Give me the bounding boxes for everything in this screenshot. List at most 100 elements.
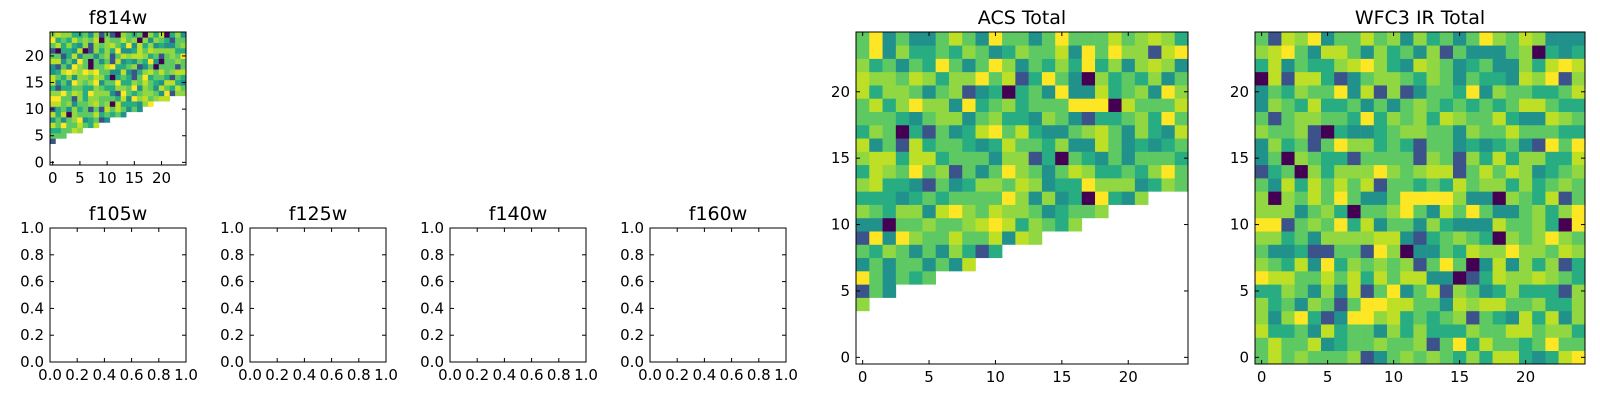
heatmap-cell	[1373, 257, 1388, 272]
heatmap-cell	[1545, 111, 1559, 126]
heatmap-cell	[142, 53, 149, 59]
heatmap-cell	[1558, 324, 1573, 338]
heatmap-cell	[1174, 71, 1189, 86]
heatmap-cell	[158, 85, 165, 91]
heatmap-cell	[1387, 217, 1401, 232]
heatmap-cell	[98, 74, 105, 81]
heatmap-cell	[1426, 284, 1441, 298]
heatmap-cell	[962, 85, 976, 99]
heatmap-cell	[55, 32, 62, 38]
heatmap-cell	[1426, 71, 1441, 86]
heatmap-cell	[962, 231, 976, 245]
heatmap-cell	[1426, 45, 1441, 59]
heatmap-cell	[66, 90, 73, 97]
heatmap-cell	[153, 37, 160, 43]
heatmap-cell	[55, 90, 62, 97]
heatmap-cell	[1413, 71, 1427, 86]
y-tick-label: 5	[1239, 282, 1249, 300]
heatmap-cell	[1439, 138, 1454, 152]
heatmap-cell	[180, 42, 187, 49]
heatmap-cell	[1268, 297, 1282, 312]
heatmap-cell	[88, 32, 94, 38]
heatmap-cell	[1068, 111, 1083, 126]
heatmap-cell	[988, 231, 1003, 245]
heatmap-cell	[115, 106, 122, 113]
y-tick-label: 0.8	[420, 246, 444, 264]
heatmap-cell	[882, 217, 897, 232]
heatmap-cell	[1121, 98, 1136, 112]
heatmap-cell	[71, 127, 78, 134]
heatmap-cell	[922, 151, 936, 166]
heatmap-cell	[1360, 151, 1375, 166]
heatmap-cell	[60, 133, 67, 139]
heatmap-cell	[88, 101, 94, 107]
heatmap-cell	[1095, 45, 1109, 59]
heatmap-cell	[153, 32, 160, 38]
heatmap-cell	[169, 53, 176, 59]
heatmap-cell	[1174, 164, 1189, 179]
heatmap-cell	[1466, 164, 1480, 179]
heatmap-cell	[1505, 204, 1520, 219]
heatmap-cell	[948, 178, 963, 192]
y-tick-label: 0.4	[220, 299, 244, 317]
heatmap-cell	[1479, 310, 1493, 325]
heatmap-cell	[935, 124, 950, 139]
heatmap-cell	[1255, 138, 1269, 152]
heatmap-cell	[1307, 98, 1322, 112]
panel-title: f160w	[689, 203, 748, 225]
heatmap-cell	[1571, 164, 1586, 179]
heatmap-cell	[962, 151, 976, 166]
heatmap-cell	[1413, 257, 1427, 272]
heatmap-cell	[1505, 138, 1520, 152]
heatmap-cell	[856, 244, 870, 259]
heatmap-cell	[1174, 151, 1189, 166]
heatmap-cell	[1334, 284, 1348, 298]
heatmap-cell	[1148, 32, 1162, 46]
heatmap-cell	[66, 53, 73, 59]
heatmap-cell	[1347, 271, 1361, 285]
heatmap-cell	[1439, 164, 1454, 179]
heatmap-cell	[1068, 178, 1083, 192]
heatmap-cell	[55, 74, 62, 81]
heatmap-cell	[1268, 71, 1282, 86]
heatmap-cell	[1532, 71, 1546, 86]
heatmap-cell	[88, 69, 94, 75]
y-tick-label: 1.0	[20, 219, 44, 237]
heatmap-cell	[153, 42, 160, 49]
heatmap-cell	[1347, 284, 1361, 298]
heatmap-cell	[120, 53, 127, 59]
heatmap-cell	[71, 42, 78, 49]
heatmap-cell	[1387, 284, 1401, 298]
heatmap-cell	[1532, 58, 1546, 73]
heatmap-cell	[895, 217, 910, 232]
heatmap-cell	[935, 45, 950, 59]
heatmap-cell	[180, 90, 187, 97]
heatmap-cell	[169, 32, 176, 38]
heatmap-cell	[93, 58, 100, 65]
heatmap-cell	[1121, 85, 1136, 99]
heatmap-cell	[1413, 98, 1427, 112]
heatmap-cell	[1519, 244, 1533, 259]
heatmap-cell	[93, 106, 100, 113]
heatmap-cell	[98, 106, 105, 113]
heatmap-cell	[1041, 111, 1056, 126]
heatmap-cell	[164, 37, 170, 43]
heatmap-cell	[109, 79, 116, 86]
heatmap-cell	[1400, 45, 1414, 59]
heatmap-cell	[1028, 178, 1043, 192]
heatmap-cell	[71, 63, 78, 70]
panel-title: f140w	[489, 203, 548, 225]
heatmap-cell	[50, 138, 56, 145]
heatmap-cell	[895, 151, 910, 166]
heatmap-cell	[1268, 231, 1282, 245]
heatmap-cell	[1505, 350, 1520, 365]
heatmap-cell	[1400, 85, 1414, 99]
heatmap-cell	[82, 122, 89, 129]
heatmap-cell	[120, 79, 127, 86]
heatmap-cell	[1334, 310, 1348, 325]
heatmap-cell	[77, 85, 83, 91]
heatmap-cell	[131, 63, 138, 70]
heatmap-cell	[1571, 297, 1586, 312]
heatmap-cell	[137, 106, 143, 113]
heatmap-cell	[1479, 271, 1493, 285]
